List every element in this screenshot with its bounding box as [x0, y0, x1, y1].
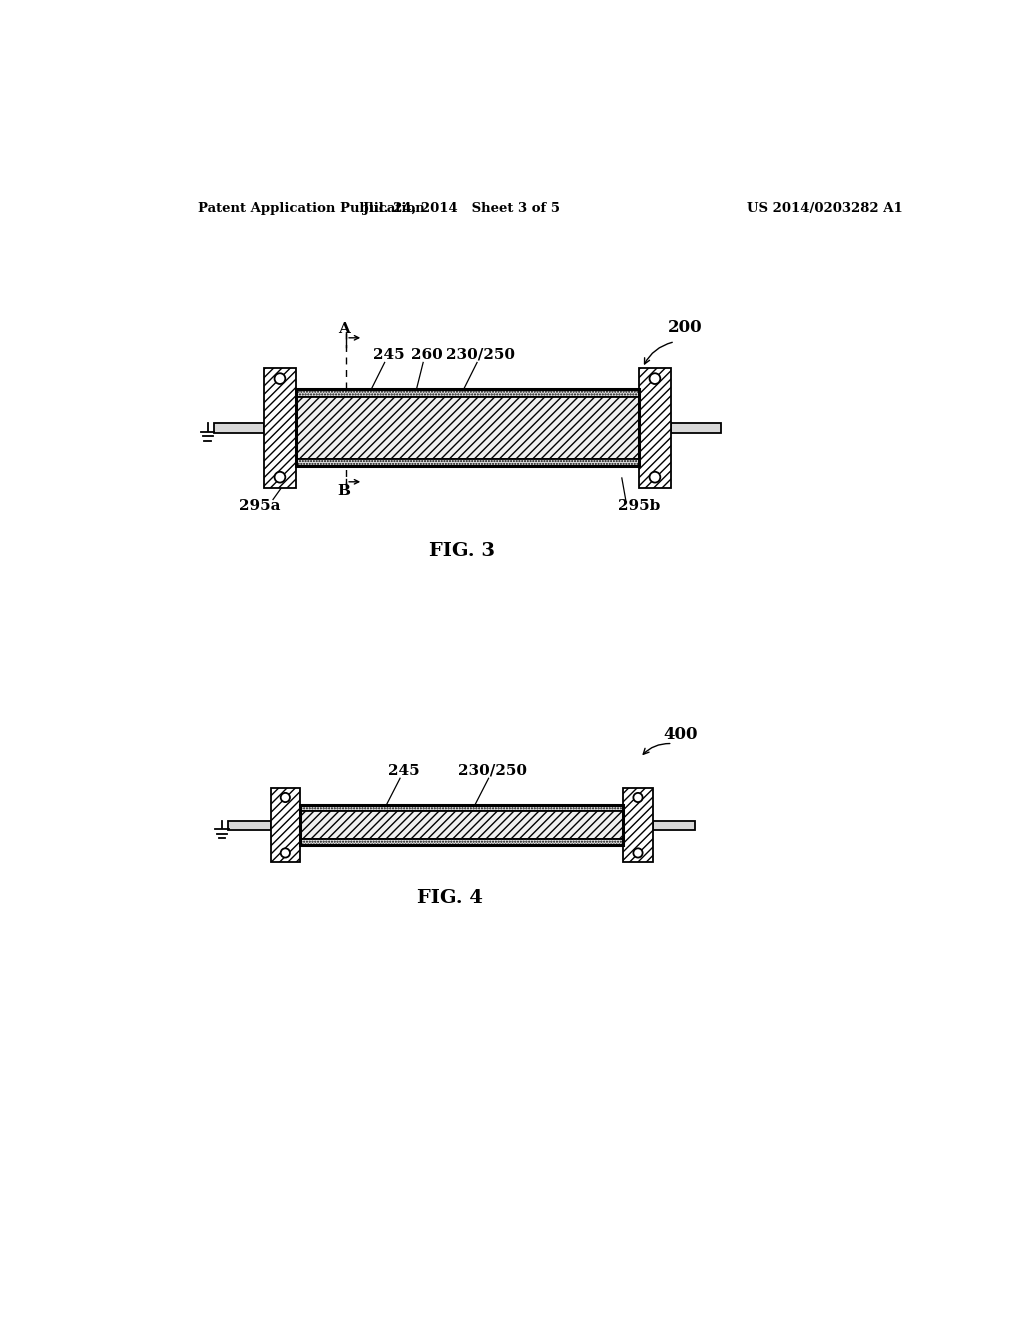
Bar	[639, 368, 671, 488]
Text: 245: 245	[388, 763, 420, 777]
Bar	[300, 840, 624, 845]
Text: US 2014/0203282 A1: US 2014/0203282 A1	[746, 202, 902, 215]
Bar	[214, 422, 264, 433]
Bar	[671, 422, 721, 433]
Text: A: A	[338, 322, 350, 337]
Bar	[270, 788, 300, 862]
Text: 245: 245	[373, 347, 404, 362]
Bar	[300, 805, 624, 812]
Circle shape	[281, 849, 290, 858]
Text: 260: 260	[411, 347, 443, 362]
Bar	[296, 397, 639, 459]
Bar	[296, 389, 639, 397]
Bar	[300, 805, 624, 845]
Bar	[228, 821, 270, 830]
Bar	[624, 788, 652, 862]
Bar	[624, 788, 652, 862]
Circle shape	[274, 374, 286, 384]
Text: Patent Application Publication: Patent Application Publication	[199, 202, 425, 215]
Text: 295b: 295b	[617, 499, 659, 513]
Circle shape	[649, 471, 660, 483]
Circle shape	[281, 793, 290, 803]
Text: 295a: 295a	[240, 499, 281, 513]
Bar	[296, 459, 639, 466]
Text: B: B	[337, 484, 350, 498]
Bar	[300, 812, 624, 840]
Text: 230/250: 230/250	[458, 763, 527, 777]
Text: Jul. 24, 2014   Sheet 3 of 5: Jul. 24, 2014 Sheet 3 of 5	[364, 202, 560, 215]
Text: 400: 400	[664, 726, 698, 743]
Text: FIG. 4: FIG. 4	[417, 888, 483, 907]
Text: FIG. 3: FIG. 3	[429, 543, 495, 560]
Text: 200: 200	[668, 319, 702, 337]
Bar	[264, 368, 296, 488]
Text: 230/250: 230/250	[446, 347, 515, 362]
Circle shape	[649, 374, 660, 384]
Bar	[296, 389, 639, 466]
Bar	[270, 788, 300, 862]
Bar	[652, 821, 695, 830]
Bar	[639, 368, 671, 488]
Circle shape	[634, 793, 643, 803]
Circle shape	[274, 471, 286, 483]
Circle shape	[634, 849, 643, 858]
Bar	[264, 368, 296, 488]
